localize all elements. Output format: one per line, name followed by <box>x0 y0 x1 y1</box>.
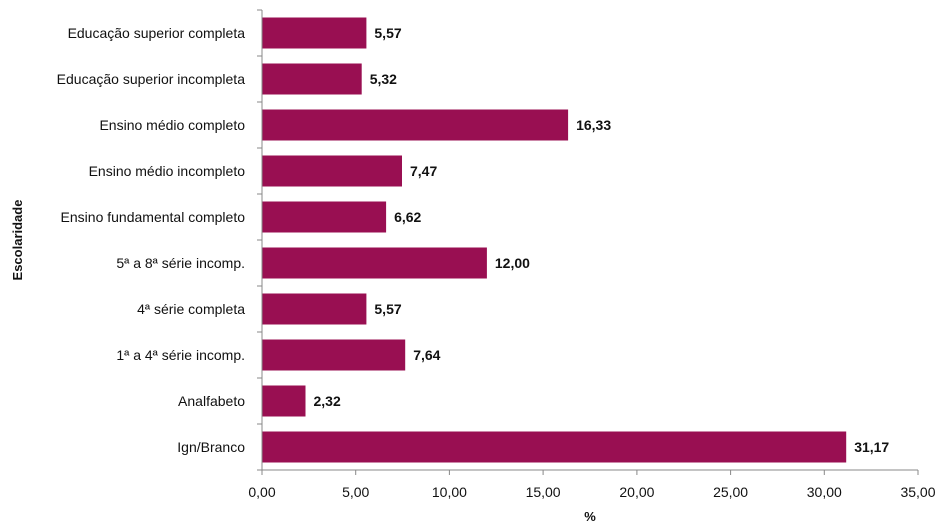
category-label: 1ª a 4ª série incomp. <box>116 347 245 363</box>
bar <box>262 155 402 187</box>
data-label: 5,57 <box>374 301 401 317</box>
category-label: Ensino fundamental completo <box>61 209 246 225</box>
labels-layer: Educação superior completa 5,57 Educação s… <box>57 25 936 500</box>
data-label: 6,62 <box>394 209 421 225</box>
x-tick-label: 0,00 <box>248 484 275 500</box>
data-label: 12,00 <box>495 255 530 271</box>
bars-layer <box>262 17 847 463</box>
data-label: 5,57 <box>374 25 401 41</box>
x-tick-label: 35,00 <box>900 484 935 500</box>
category-label: Ensino médio incompleto <box>89 163 246 179</box>
data-label: 7,47 <box>410 163 437 179</box>
x-tick-label: 30,00 <box>807 484 842 500</box>
bar <box>262 63 362 95</box>
bar <box>262 247 487 279</box>
category-label: 4ª série completa <box>137 301 245 317</box>
x-tick-label: 10,00 <box>432 484 467 500</box>
data-label: 2,32 <box>314 393 341 409</box>
data-label: 7,64 <box>413 347 440 363</box>
data-label: 16,33 <box>576 117 611 133</box>
bar <box>262 431 847 463</box>
bar <box>262 17 367 49</box>
category-label: Educação superior completa <box>68 25 246 41</box>
x-tick-label: 15,00 <box>526 484 561 500</box>
data-label: 5,32 <box>370 71 397 87</box>
category-label: Ensino médio completo <box>99 117 245 133</box>
axes-layer <box>257 9 919 475</box>
x-tick-label: 20,00 <box>619 484 654 500</box>
x-tick-label: 25,00 <box>713 484 748 500</box>
category-label: Analfabeto <box>178 393 245 409</box>
category-label: Educação superior incompleta <box>57 71 246 87</box>
category-label: Ign/Branco <box>177 439 245 455</box>
bar <box>262 385 306 417</box>
bar <box>262 293 367 325</box>
bar <box>262 109 569 141</box>
category-label: 5ª a 8ª série incomp. <box>116 255 245 271</box>
bar <box>262 201 387 233</box>
x-axis-title: % <box>584 509 596 524</box>
y-axis-title: Escolaridade <box>10 200 25 281</box>
bar <box>262 339 406 371</box>
data-label: 31,17 <box>854 439 889 455</box>
x-tick-label: 5,00 <box>342 484 369 500</box>
